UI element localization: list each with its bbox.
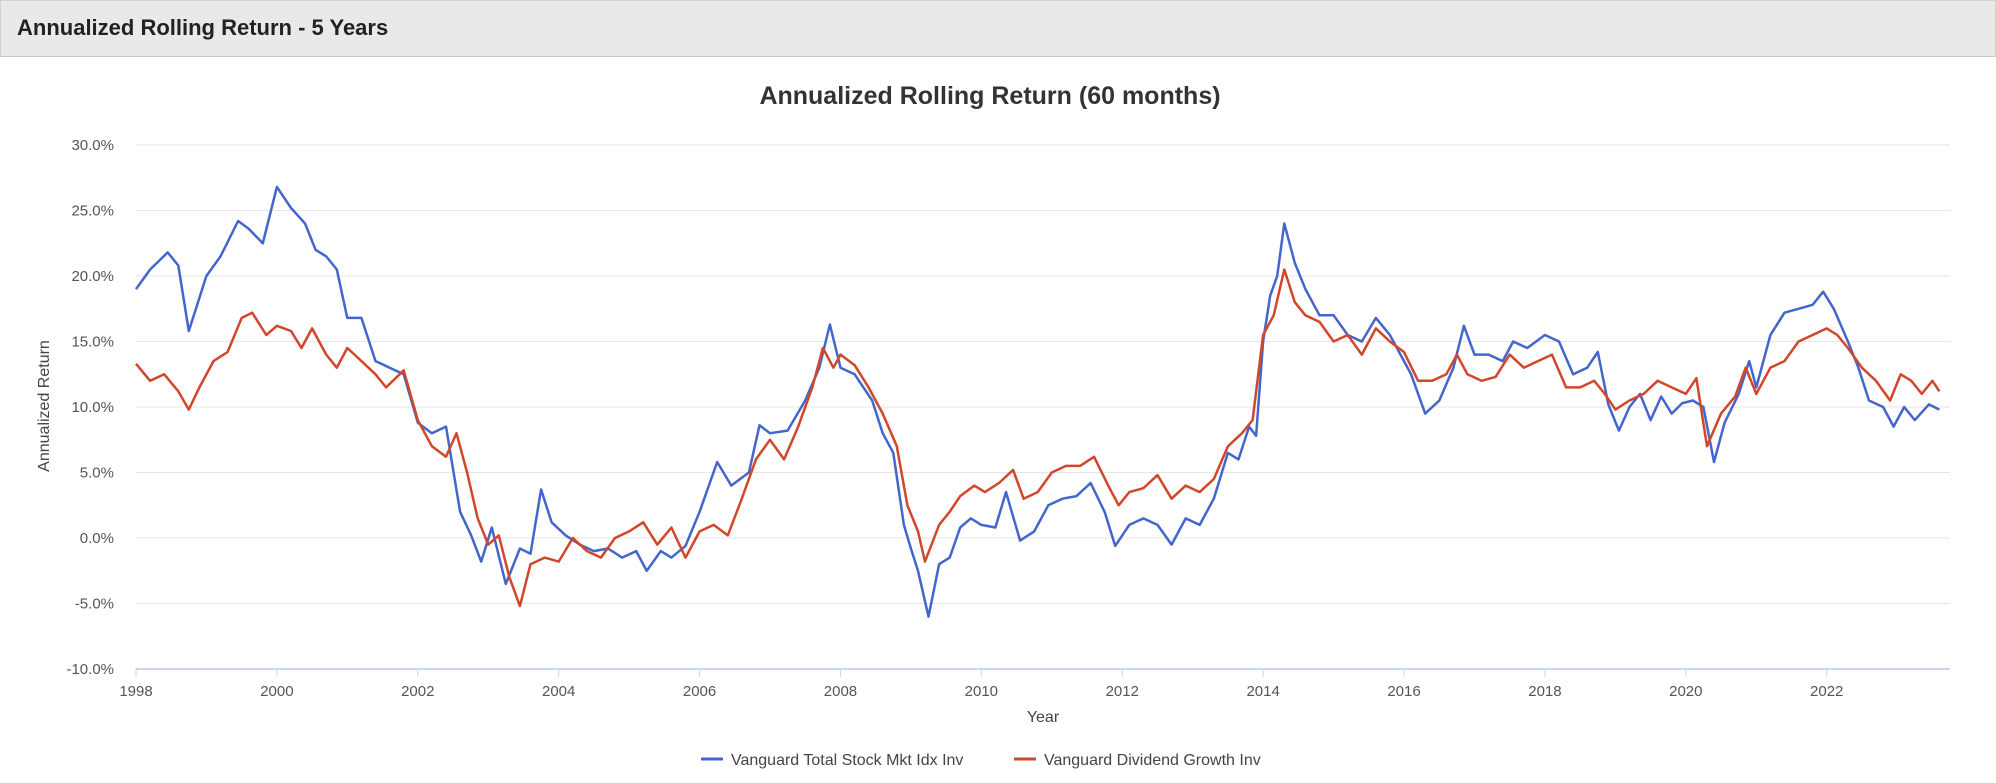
x-tick-label: 2020 — [1669, 683, 1702, 700]
series-line-total-stock-mkt — [134, 185, 1940, 618]
x-tick-label: 2010 — [965, 683, 998, 700]
x-tick-label: 2008 — [824, 683, 857, 700]
panel-title: Annualized Rolling Return - 5 Years — [17, 15, 389, 40]
x-axis: 1998 2000 2002 2004 2006 2008 2010 2012 2014 2016… — [119, 668, 1950, 700]
x-tick-label: 2016 — [1387, 683, 1420, 700]
x-tick-label: 2004 — [542, 683, 575, 700]
y-tick-label: -10.0% — [66, 661, 114, 678]
y-axis-title: Annualized Return — [36, 340, 53, 472]
chart-title: Annualized Rolling Return (60 months) — [759, 82, 1220, 110]
x-tick-label: 2012 — [1106, 683, 1139, 700]
x-tick-label: 2000 — [260, 683, 293, 700]
y-tick-label: 10.0% — [71, 399, 114, 416]
y-tick-label: 0.0% — [80, 530, 114, 547]
legend-label: Vanguard Dividend Growth Inv — [1044, 752, 1261, 769]
x-tick-label: 1998 — [119, 683, 152, 700]
y-tick-label: 20.0% — [71, 268, 114, 285]
legend-item-total-stock-mkt[interactable]: Vanguard Total Stock Mkt Idx Inv — [701, 752, 963, 769]
y-tick-label: 30.0% — [71, 137, 114, 154]
x-tick-label: 2002 — [401, 683, 434, 700]
y-tick-label: 5.0% — [80, 465, 114, 482]
legend-label: Vanguard Total Stock Mkt Idx Inv — [731, 752, 963, 769]
series-line-dividend-growth — [135, 268, 1941, 608]
x-tick-label: 2014 — [1246, 683, 1279, 700]
series-lines — [134, 185, 1941, 618]
y-tick-label: -5.0% — [75, 596, 114, 613]
x-tick-label: 2022 — [1810, 683, 1843, 700]
y-axis: 30.0% 25.0% 20.0% 15.0% 10.0% 5.0% 0.0% -5.0% -1… — [66, 137, 114, 678]
legend[interactable]: Vanguard Total Stock Mkt Idx Inv Vanguard… — [701, 752, 1261, 769]
rolling-return-chart: Annualized Rolling Return (60 months) 30… — [36, 82, 1950, 769]
x-tick-label: 2018 — [1528, 683, 1561, 700]
x-tick-label: 2006 — [683, 683, 716, 700]
legend-item-dividend-growth[interactable]: Vanguard Dividend Growth Inv — [1014, 752, 1261, 769]
panel-header: Annualized Rolling Return - 5 Years — [0, 0, 1996, 57]
y-tick-label: 25.0% — [71, 203, 114, 220]
y-tick-label: 15.0% — [71, 334, 114, 351]
x-axis-title: Year — [1027, 709, 1060, 726]
